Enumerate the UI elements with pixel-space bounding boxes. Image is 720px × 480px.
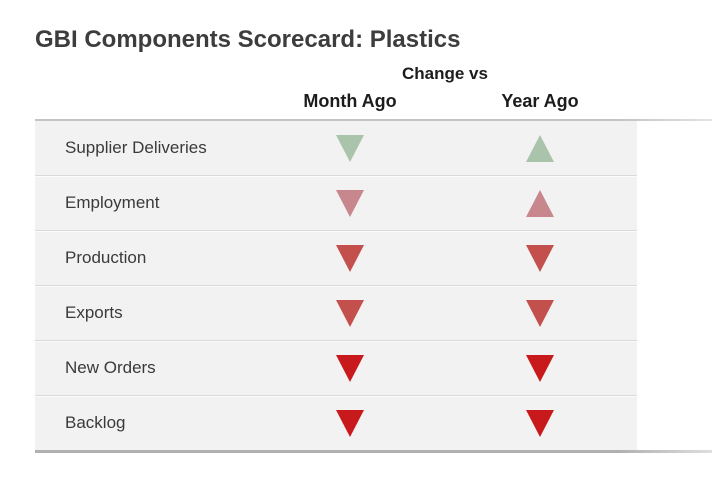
triangle-up-icon [526, 134, 554, 162]
cell-year-ago [480, 134, 600, 163]
triangle-down-icon [526, 354, 554, 382]
page-title: GBI Components Scorecard: Plastics [35, 26, 461, 53]
row-label: Supplier Deliveries [65, 138, 207, 157]
scorecard-table: Supplier Deliveries Employment Production E… [35, 119, 712, 453]
row-label: Employment [65, 193, 160, 212]
column-header-year-ago: Year Ago [501, 91, 579, 111]
row-label: New Orders [65, 358, 156, 377]
row-label: Exports [65, 303, 123, 322]
triangle-down-icon [526, 409, 554, 437]
column-header-row: Month Ago Year Ago [35, 91, 637, 112]
triangle-down-icon [336, 244, 364, 272]
triangle-down-icon [336, 189, 364, 217]
triangle-down-icon [336, 354, 364, 382]
table-row: Exports [35, 285, 637, 340]
cell-month-ago [290, 354, 410, 383]
table-row: Backlog [35, 395, 637, 450]
column-header-month-ago: Month Ago [303, 91, 397, 111]
cell-month-ago [290, 134, 410, 163]
table-row: Supplier Deliveries [35, 121, 637, 175]
cell-year-ago [480, 189, 600, 218]
row-label: Production [65, 248, 147, 267]
cell-month-ago [290, 244, 410, 273]
cell-month-ago [290, 409, 410, 438]
table-body: Supplier Deliveries Employment Production E… [35, 121, 637, 450]
triangle-down-icon [336, 409, 364, 437]
triangle-down-icon [336, 299, 364, 327]
cell-month-ago [290, 299, 410, 328]
cell-year-ago [480, 354, 600, 383]
cell-year-ago [480, 299, 600, 328]
table-row: Production [35, 230, 637, 285]
cell-year-ago [480, 244, 600, 273]
cell-month-ago [290, 189, 410, 218]
group-header-row: Change vs [35, 64, 637, 84]
table-row: Employment [35, 175, 637, 230]
group-header: Change vs [402, 64, 488, 83]
table-row: New Orders [35, 340, 637, 395]
triangle-down-icon [526, 299, 554, 327]
triangle-up-icon [526, 189, 554, 217]
cell-year-ago [480, 409, 600, 438]
row-label: Backlog [65, 413, 126, 432]
triangle-down-icon [526, 244, 554, 272]
triangle-down-icon [336, 134, 364, 162]
